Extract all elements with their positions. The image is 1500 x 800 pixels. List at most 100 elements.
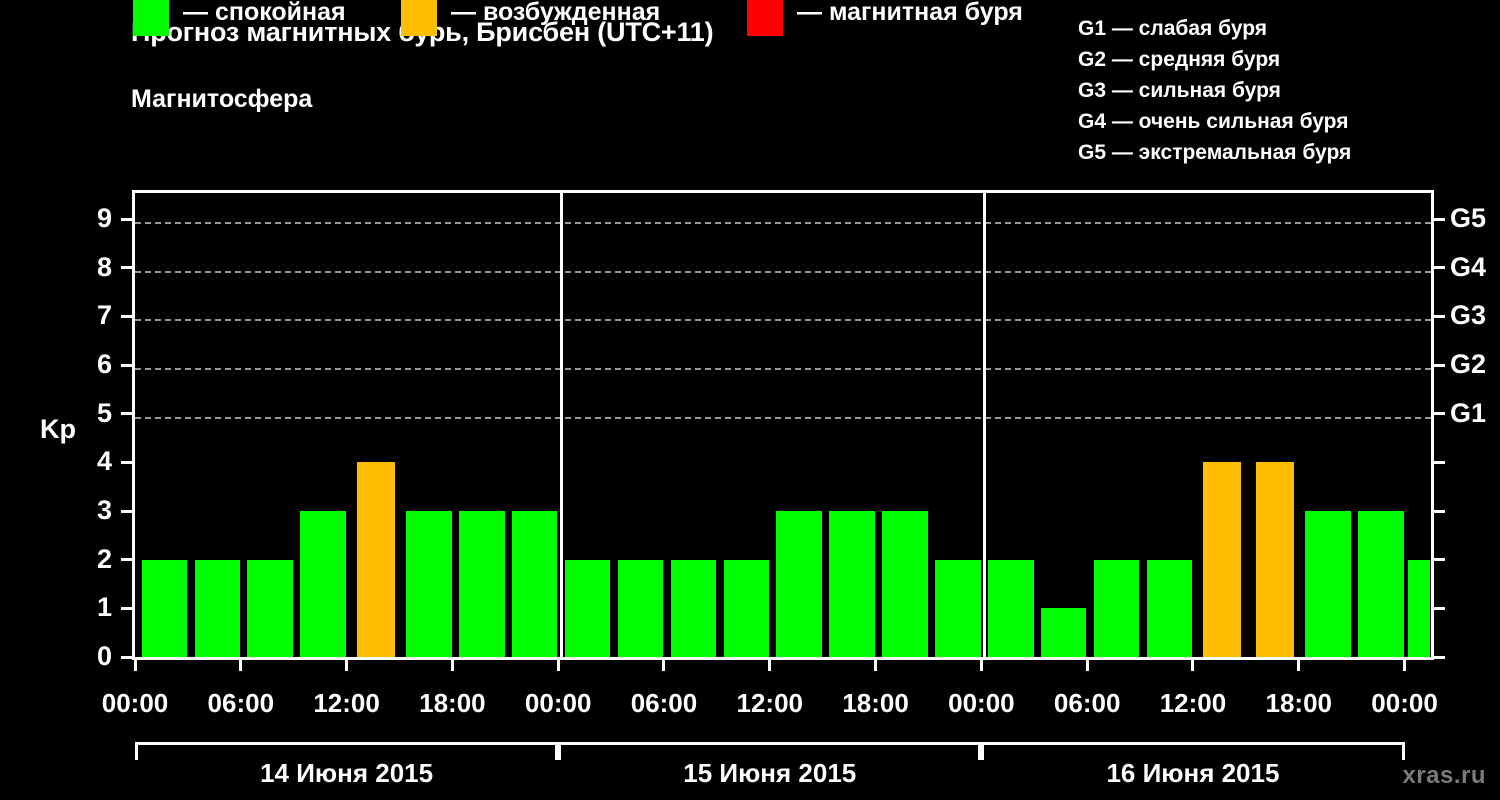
- day-label: 14 Июня 2015: [260, 758, 434, 788]
- bar: [670, 559, 717, 657]
- gridline: [135, 270, 1431, 273]
- gridline: [135, 368, 1431, 371]
- x-axis-tick: [874, 660, 878, 671]
- x-axis-tick: [662, 660, 666, 671]
- bar: [141, 559, 188, 657]
- y-axis-tick-label: 7: [96, 300, 112, 331]
- plot-area: [132, 190, 1434, 660]
- bar: [882, 511, 928, 657]
- bar: [1146, 559, 1193, 657]
- g-axis-tick: [1434, 314, 1445, 318]
- x-axis-tick-label: 12:00: [736, 688, 804, 718]
- x-axis-tick-label: 00:00: [101, 688, 169, 718]
- x-axis-tick-label: 00:00: [1371, 688, 1438, 718]
- day-divider: [982, 193, 986, 657]
- watermark: xras.ru: [1402, 762, 1486, 789]
- g-axis-tick: [1434, 412, 1445, 416]
- day-bracket: [981, 742, 1405, 760]
- y-axis-tick: [121, 558, 132, 562]
- x-axis-tick-label: 12:00: [1159, 688, 1227, 718]
- g-axis-label: G4: [1450, 251, 1487, 282]
- y-axis-tick: [121, 606, 132, 610]
- g-scale-legend-row: G1 — слабая буря: [1078, 17, 1268, 40]
- x-axis-tick-label: 06:00: [630, 688, 698, 718]
- g-axis-label: G2: [1450, 349, 1487, 380]
- x-axis-tick-label: 00:00: [948, 688, 1015, 718]
- x-axis-tick-label: 06:00: [207, 688, 275, 718]
- y-axis-title: Kp: [40, 414, 76, 444]
- magnetosphere-heading: Магнитосфера: [131, 85, 313, 113]
- y-axis-tick-label: 4: [96, 446, 112, 477]
- y-axis-tick-label: 9: [96, 203, 112, 234]
- g-axis-tick: [1434, 363, 1445, 367]
- g-axis-tick: [1434, 655, 1445, 659]
- x-axis-tick-label: 18:00: [1265, 688, 1333, 718]
- x-axis-tick: [1297, 660, 1301, 671]
- y-axis-tick-label: 1: [96, 592, 112, 623]
- gridline: [135, 319, 1431, 322]
- y-axis-tick-label: 3: [96, 495, 112, 526]
- bar: [511, 511, 558, 657]
- y-axis-tick-label: 6: [96, 349, 112, 380]
- y-axis-tick: [121, 509, 132, 513]
- x-axis-tick-label: 18:00: [419, 688, 486, 718]
- bar: [1358, 511, 1404, 657]
- x-axis-tick: [239, 660, 243, 671]
- g-axis-label: G3: [1450, 300, 1487, 331]
- day-divider: [559, 193, 563, 657]
- g-axis-tick: [1434, 217, 1445, 221]
- g-axis-tick: [1434, 558, 1445, 562]
- g-axis-tick: [1434, 509, 1445, 513]
- x-axis-tick: [345, 660, 349, 671]
- bar: [247, 559, 293, 657]
- x-axis-tick-label: 06:00: [1053, 688, 1121, 718]
- g-scale-legend-row: G4 — очень сильная буря: [1078, 110, 1349, 133]
- bar: [356, 462, 396, 657]
- x-axis-tick: [556, 660, 560, 671]
- y-axis-tick-label: 0: [96, 641, 112, 671]
- x-axis-tick: [768, 660, 772, 671]
- y-axis-tick: [121, 412, 132, 416]
- bar: [459, 511, 505, 657]
- magnetosphere-legend-label: — возбужденная: [451, 0, 661, 26]
- g-axis-tick: [1434, 460, 1445, 464]
- y-axis-tick: [121, 217, 132, 221]
- y-axis-tick: [121, 655, 132, 659]
- g-axis-tick: [1434, 606, 1445, 610]
- y-axis-tick-label: 8: [96, 251, 112, 282]
- x-axis-tick: [1191, 660, 1195, 671]
- day-bracket: [558, 742, 982, 760]
- bar: [1203, 462, 1242, 657]
- y-axis-tick: [121, 460, 132, 464]
- y-axis-tick: [121, 266, 132, 270]
- gridline: [135, 222, 1431, 225]
- bar: [1305, 511, 1351, 657]
- quiet-swatch: [133, 0, 169, 36]
- g-axis-tick: [1434, 266, 1445, 270]
- bar: [935, 559, 981, 657]
- y-axis-tick-label: 5: [96, 397, 112, 428]
- x-axis-tick-label: 00:00: [524, 688, 592, 718]
- g-scale-legend-row: G3 — сильная буря: [1078, 79, 1281, 102]
- y-axis-tick: [121, 363, 132, 367]
- x-axis-tick: [450, 660, 454, 671]
- day-bracket: [135, 742, 559, 760]
- bar: [1040, 608, 1087, 657]
- bar: [564, 559, 611, 657]
- g-axis-label: G1: [1450, 397, 1487, 428]
- g-axis-label: G5: [1450, 203, 1487, 234]
- y-axis-tick: [121, 314, 132, 318]
- bar: [406, 511, 452, 657]
- bar: [723, 559, 770, 657]
- x-axis-tick: [1403, 660, 1407, 671]
- x-axis-tick: [133, 660, 137, 671]
- bar: [776, 511, 822, 657]
- bar: [1256, 462, 1295, 657]
- bar: [617, 559, 664, 657]
- bar: [194, 559, 241, 657]
- bar: [300, 511, 346, 657]
- g-scale-legend-row: G5 — экстремальная буря: [1078, 141, 1352, 164]
- storm-swatch: [747, 0, 783, 36]
- g-scale-legend-row: G2 — средняя буря: [1078, 48, 1281, 71]
